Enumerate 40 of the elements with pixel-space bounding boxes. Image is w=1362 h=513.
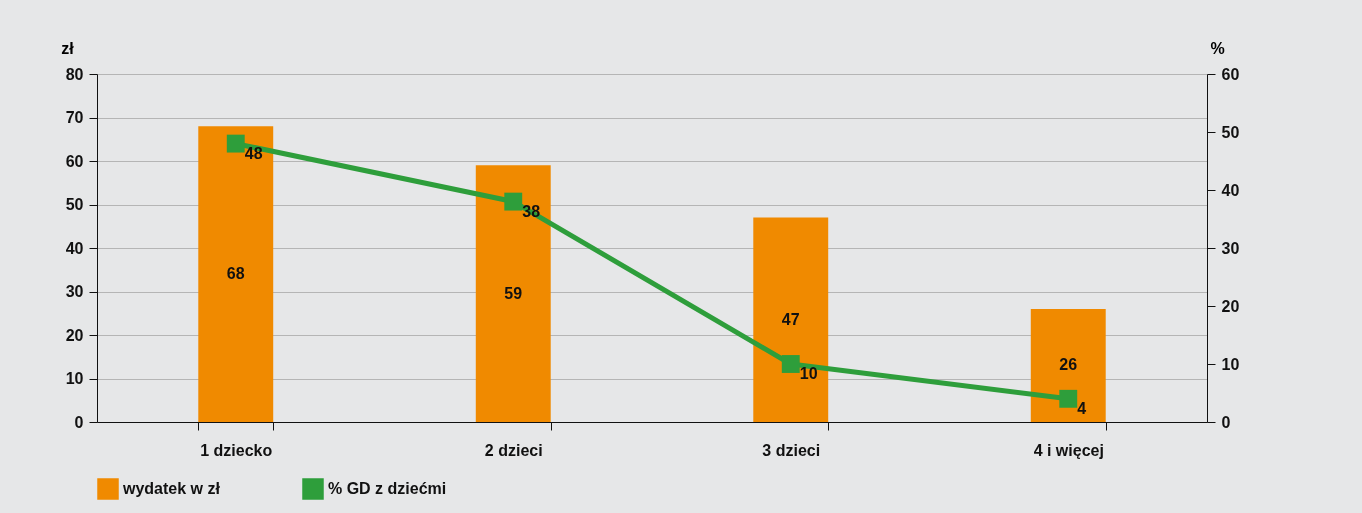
y-tick-label: 20 (65, 326, 84, 344)
y-tick-label: 70 (65, 109, 84, 126)
y-tick-label: 50 (65, 196, 84, 213)
point (226, 134, 245, 153)
y2-tick-label: 50 (1221, 123, 1240, 141)
bar (753, 217, 829, 422)
x-tick-label: 1 dziecko (200, 441, 273, 459)
bar (1030, 308, 1106, 422)
point (504, 192, 523, 211)
y2-tick-label: 40 (1221, 181, 1240, 199)
y2-tick-label: 10 (1221, 355, 1240, 373)
y-tick-label: 10 (65, 370, 84, 387)
data-label: 68 (226, 265, 245, 283)
y-axis-title: zł (61, 39, 75, 57)
y2-tick-label: 60 (1221, 65, 1240, 83)
y-tick-label: 0 (74, 413, 84, 431)
bar (475, 165, 551, 422)
x-tick-label: 3 dzieci (762, 441, 821, 459)
y2-axis-title: % (1210, 39, 1225, 57)
data-label: 59 (504, 284, 523, 302)
data-label: 26 (1059, 356, 1078, 374)
point (781, 355, 800, 373)
data-label: 47 (781, 310, 800, 328)
y-tick-label: 40 (65, 239, 84, 257)
legend-label: wydatek w zł (122, 480, 221, 497)
y2-tick-label: 20 (1221, 297, 1240, 315)
bar (198, 126, 274, 422)
y2-tick-label: 30 (1221, 239, 1240, 257)
data-label: 4 (1077, 399, 1087, 417)
data-label: 48 (244, 144, 263, 162)
x-tick-label: 4 i więcej (1033, 441, 1104, 459)
legend-label: % GD z dziećmi (328, 480, 447, 497)
y-tick-label: 60 (65, 152, 84, 170)
y-tick-label: 30 (65, 283, 84, 300)
y-tick-label: 80 (65, 65, 84, 83)
data-label: 10 (799, 365, 818, 382)
x-tick-label: 2 dzieci (484, 441, 543, 459)
y2-tick-label: 0 (1221, 413, 1231, 431)
point (1059, 389, 1078, 408)
data-label: 38 (522, 202, 541, 220)
